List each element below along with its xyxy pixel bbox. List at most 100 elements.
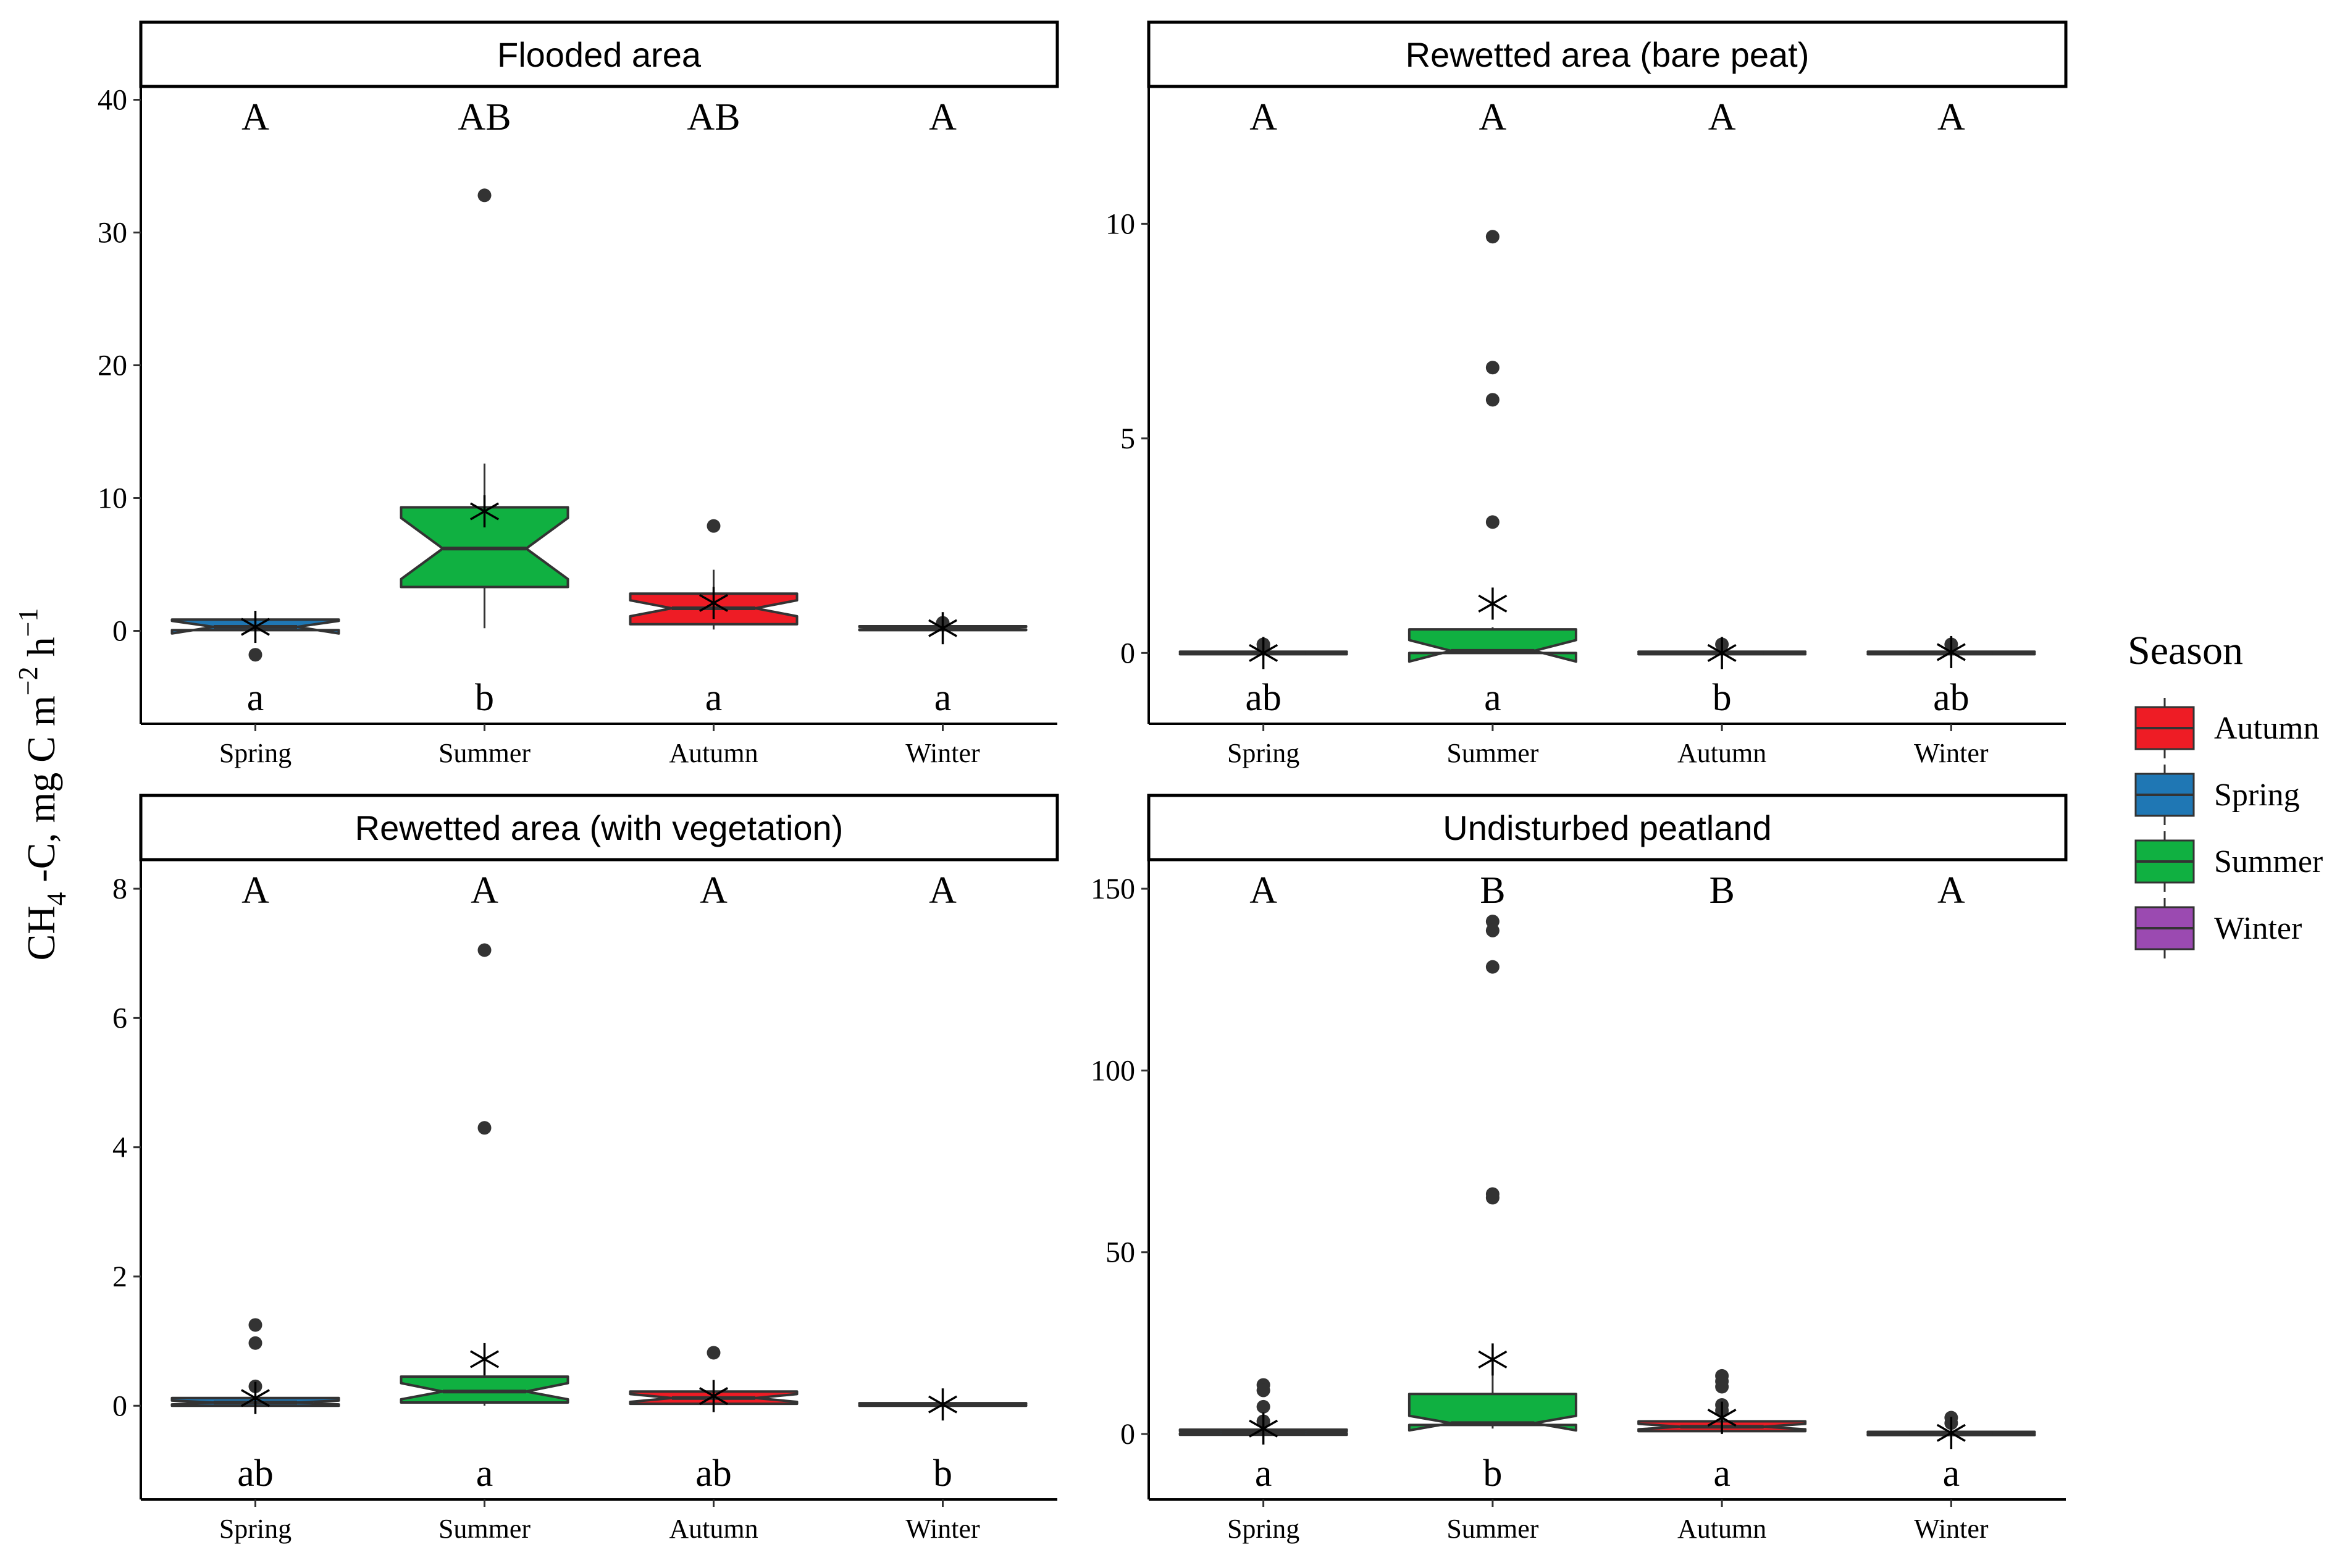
panel-flooded-area: Flooded area 0 10 20 30 40 Spring Aa Summer AB b Au… <box>98 20 1059 768</box>
legend: Season Autumn Spring Summer <box>2128 628 2323 958</box>
letter-bottom-spring: ab <box>237 1453 274 1495</box>
panels: Flooded area010203040SpringAaSummerABbAu… <box>98 20 2068 1544</box>
legend-label-winter: Winter <box>2214 911 2302 946</box>
box-spring <box>1178 637 1348 669</box>
letter-top-autumn: AB <box>687 96 740 138</box>
letter-top-winter: A <box>1937 870 1965 912</box>
letter-bottom-summer: b <box>475 677 494 719</box>
box-summer <box>400 188 569 629</box>
letter-bottom-summer: a <box>1484 677 1501 719</box>
y-tick-label: 8 <box>112 873 127 905</box>
x-tick-label-autumn: Autumn <box>669 1514 758 1544</box>
y-tick-label: 50 <box>1105 1236 1135 1269</box>
y-tick-label: 0 <box>112 615 127 648</box>
mean-stroke <box>1249 644 1278 662</box>
mean-marker <box>470 495 499 527</box>
box-winter <box>858 1388 1028 1421</box>
letter-top-autumn: B <box>1709 870 1734 912</box>
y-label-main: CH <box>19 906 63 961</box>
legend-label-summer: Summer <box>2214 844 2323 879</box>
x-tick-label-spring: Spring <box>219 1514 292 1544</box>
mean-marker <box>241 611 270 644</box>
x-tick-label-autumn: Autumn <box>669 738 758 768</box>
outlier-point <box>477 943 492 957</box>
y-tick-label: 10 <box>1105 208 1135 240</box>
mean-stroke <box>1707 1409 1737 1427</box>
strip-flooded-area <box>139 20 1059 88</box>
mean-stroke <box>241 618 270 636</box>
letter-top-winter: A <box>929 870 957 912</box>
x-tick-label-winter: Winter <box>905 738 980 768</box>
strip-undisturbed-peatland <box>1147 794 2068 862</box>
mean-marker <box>1249 1412 1278 1445</box>
y-tick-label: 40 <box>98 84 127 117</box>
box-summer <box>400 943 569 1406</box>
strip-title-flooded-area: Flooded area <box>497 35 702 74</box>
letter-bottom-spring: a <box>1255 1453 1272 1495</box>
letter-top-spring: A <box>1249 870 1277 912</box>
letter-bottom-winter: ab <box>1933 677 1970 719</box>
letter-top-autumn: A <box>1708 96 1736 138</box>
strip-title-undisturbed-peatland: Undisturbed peatland <box>1443 808 1771 847</box>
legend-item-spring: Spring <box>2134 765 2300 825</box>
box-body <box>400 1375 569 1404</box>
outlier-point <box>477 188 492 203</box>
box-winter <box>1866 635 2036 668</box>
mean-marker <box>1249 637 1278 669</box>
letter-top-summer: A <box>471 870 498 912</box>
x-tick-label-winter: Winter <box>905 1514 980 1544</box>
outlier-point <box>248 1336 262 1350</box>
letter-bottom-spring: a <box>247 677 264 719</box>
y-tick-label: 30 <box>98 217 127 249</box>
letter-top-summer: A <box>1479 96 1506 138</box>
mean-marker <box>928 1388 957 1421</box>
y-tick-label: 4 <box>112 1131 127 1164</box>
outlier-point <box>1485 960 1500 974</box>
letter-top-spring: A <box>1249 96 1277 138</box>
letter-bottom-summer: b <box>1483 1453 1502 1495</box>
legend-title: Season <box>2128 628 2243 673</box>
y-label-middle: -C, mg C m <box>19 695 63 892</box>
box-autumn <box>1637 1369 1807 1435</box>
mean-marker <box>1707 1401 1737 1434</box>
mean-stroke <box>699 1387 728 1406</box>
strip-rewetted-area-with-vegetation <box>139 794 1059 862</box>
panel-undisturbed-peatland: Undisturbed peatland 0 50 100 150 Spring Aa Sum… <box>1091 794 2068 1544</box>
letter-top-autumn: A <box>700 870 728 912</box>
letter-bottom-winter: a <box>1943 1453 1960 1495</box>
legend-item-winter: Winter <box>2134 898 2302 958</box>
y-tick-label: 20 <box>98 350 127 382</box>
y-tick-label: 6 <box>112 1002 127 1034</box>
mean-marker <box>241 1381 270 1414</box>
box-body <box>1407 628 1577 663</box>
letter-bottom-autumn: a <box>705 677 723 719</box>
mean-marker <box>1936 1417 1966 1449</box>
letter-top-summer: B <box>1480 870 1505 912</box>
mean-stroke <box>928 1395 957 1414</box>
outlier-point <box>477 1121 492 1135</box>
y-tick-label: 0 <box>112 1390 127 1422</box>
y-tick-label: 0 <box>1120 1418 1135 1451</box>
mean-stroke <box>1936 643 1966 661</box>
letter-bottom-autumn: a <box>1713 1453 1730 1495</box>
y-tick-label: 150 <box>1091 873 1135 905</box>
mean-marker <box>1478 587 1508 620</box>
x-tick-label-spring: Spring <box>219 738 292 768</box>
y-tick-label: 100 <box>1091 1054 1135 1087</box>
outlier-point <box>1485 361 1500 375</box>
y-tick-label: 0 <box>1120 637 1135 669</box>
outlier-point <box>707 519 721 533</box>
x-tick-label-autumn: Autumn <box>1677 738 1766 768</box>
y-label-sup1: −2 <box>13 666 43 695</box>
mean-stroke <box>470 1350 499 1369</box>
outlier-point <box>1256 1399 1270 1414</box>
mean-marker <box>699 1380 728 1412</box>
x-tick-label-autumn: Autumn <box>1677 1514 1766 1544</box>
y-tick-label: 5 <box>1120 422 1135 455</box>
letter-bottom-autumn: ab <box>695 1453 732 1495</box>
outlier-point <box>1485 515 1500 529</box>
outlier-point <box>1485 1191 1500 1205</box>
y-label-h: h <box>19 637 63 666</box>
y-tick-label: 2 <box>112 1260 127 1293</box>
letter-top-summer: AB <box>458 96 511 138</box>
